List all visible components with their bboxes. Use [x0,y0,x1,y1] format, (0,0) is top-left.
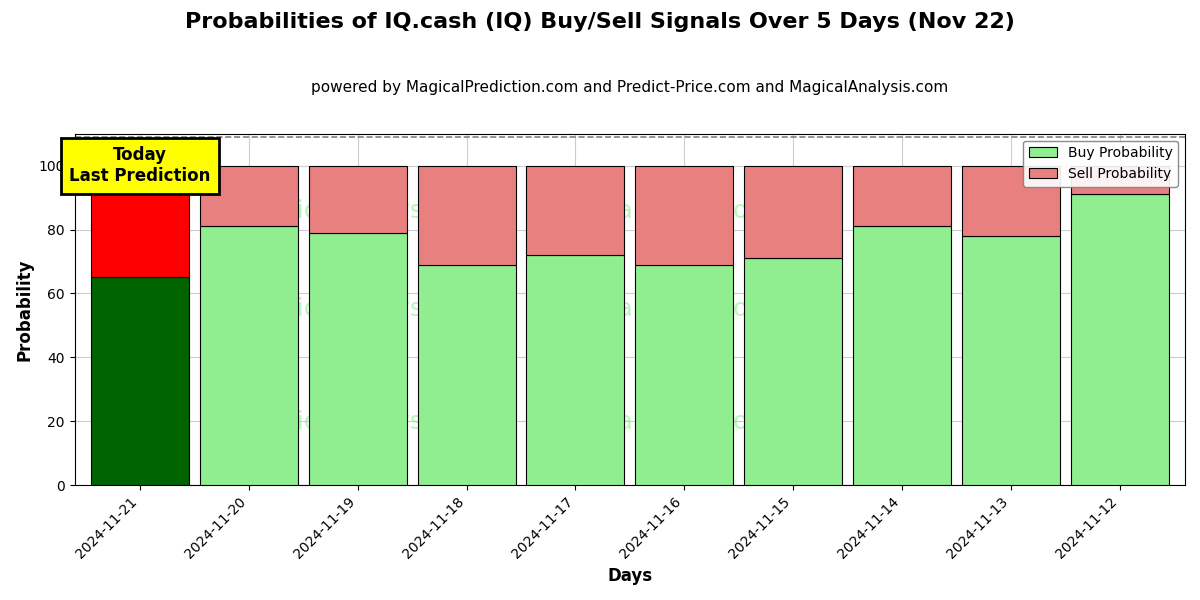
Text: MagicalAnalysis.com: MagicalAnalysis.com [245,199,505,223]
Bar [853,226,950,485]
Bar [527,255,624,485]
Bar [1070,166,1169,194]
Bar [418,166,516,265]
Bar [91,166,188,277]
Text: Probabilities of IQ.cash (IQ) Buy/Sell Signals Over 5 Days (Nov 22): Probabilities of IQ.cash (IQ) Buy/Sell S… [185,12,1015,32]
Text: MagicalAnalysis.com: MagicalAnalysis.com [245,410,505,434]
Title: powered by MagicalPrediction.com and Predict-Price.com and MagicalAnalysis.com: powered by MagicalPrediction.com and Pre… [311,80,948,95]
Bar [200,166,298,226]
Bar [962,166,1060,236]
Text: Today
Last Prediction: Today Last Prediction [70,146,211,185]
Bar [200,226,298,485]
Bar [635,166,733,265]
Bar [308,233,407,485]
Bar [962,236,1060,485]
Bar [527,166,624,255]
Text: MagicalPrediction.com: MagicalPrediction.com [545,410,826,434]
Bar [418,265,516,485]
Bar [744,258,842,485]
Text: MagicalPrediction.com: MagicalPrediction.com [545,298,826,322]
Bar [635,265,733,485]
Bar [91,277,188,485]
Text: MagicalAnalysis.com: MagicalAnalysis.com [245,298,505,322]
Text: MagicalPrediction.com: MagicalPrediction.com [545,199,826,223]
Bar [744,166,842,258]
Legend: Buy Probability, Sell Probability: Buy Probability, Sell Probability [1024,140,1178,187]
Bar [853,166,950,226]
Y-axis label: Probability: Probability [16,258,34,361]
X-axis label: Days: Days [607,567,653,585]
Bar [1070,194,1169,485]
Bar [308,166,407,233]
